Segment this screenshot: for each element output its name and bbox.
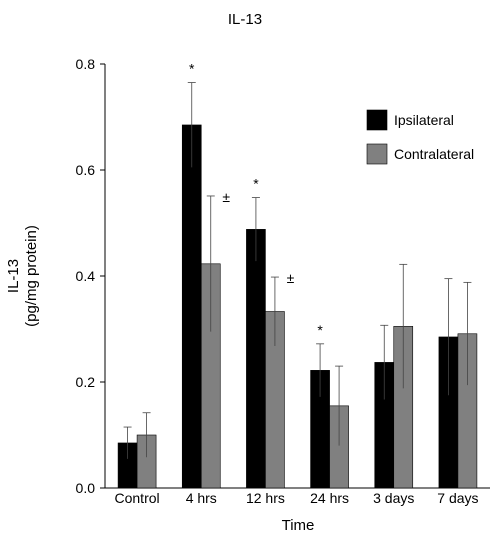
y-tick-label: 0.8 [76, 56, 96, 72]
bars: * ± * ± * [117, 61, 478, 489]
significance-marker: * [317, 322, 323, 338]
y-tick-label: 0.4 [76, 268, 96, 284]
legend: Ipsilateral Contralateral [366, 109, 474, 165]
bar-ipsilateral [246, 229, 266, 489]
y-axis-label-line: IL-13 [5, 259, 22, 293]
y-axis-label-line: (pg/mg protein) [23, 225, 40, 327]
legend-swatch [366, 109, 388, 131]
significance-marker: ± [287, 270, 295, 286]
x-tick-label: 24 hrs [310, 490, 349, 506]
x-ticks: Control 4 hrs 12 hrs 24 hrs 3 days 7 days [115, 490, 479, 506]
x-tick-label: 12 hrs [246, 490, 285, 506]
chart-title: IL-13 [228, 11, 262, 28]
y-ticks: 0.0 0.2 0.4 0.6 0.8 [76, 56, 105, 496]
legend-swatch [366, 143, 388, 165]
legend-label: Contralateral [394, 146, 474, 162]
y-tick-label: 0.2 [76, 374, 96, 390]
x-tick-label: Control [115, 490, 160, 506]
x-tick-label: 4 hrs [186, 490, 217, 506]
y-axis-label: IL-13 (pg/mg protein) [5, 225, 40, 327]
significance-marker: ± [222, 189, 230, 205]
x-tick-label: 7 days [437, 490, 478, 506]
y-tick-label: 0.6 [76, 162, 96, 178]
x-axis-label: Time [282, 517, 315, 534]
x-tick-label: 3 days [373, 490, 414, 506]
y-tick-label: 0.0 [76, 480, 96, 496]
significance-marker: * [253, 176, 259, 192]
bar-ipsilateral [181, 124, 202, 489]
legend-label: Ipsilateral [394, 112, 454, 128]
significance-marker: * [189, 61, 195, 77]
